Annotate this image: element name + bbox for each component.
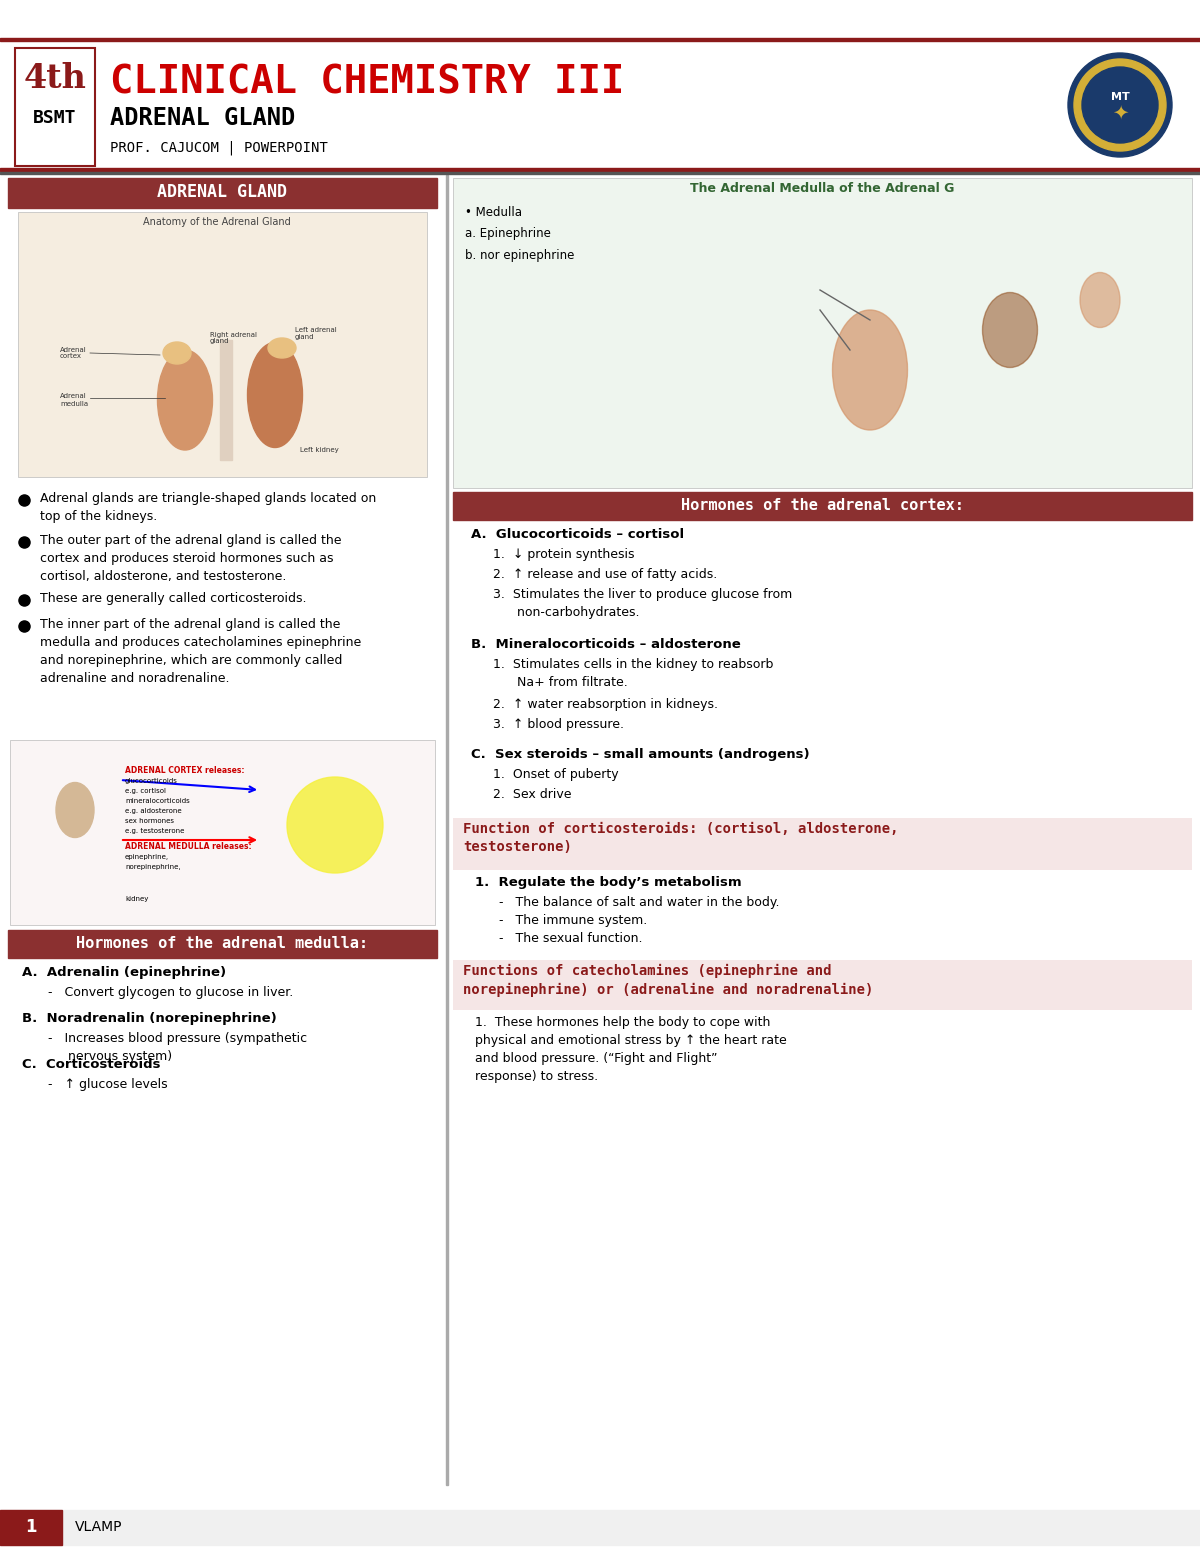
Text: glucocorticoids: glucocorticoids bbox=[125, 778, 178, 784]
Bar bbox=[454, 492, 1192, 520]
Bar bbox=[10, 739, 436, 926]
Text: Hormones of the adrenal medulla:: Hormones of the adrenal medulla: bbox=[76, 936, 368, 952]
Text: mineralocorticoids: mineralocorticoids bbox=[125, 798, 190, 804]
Text: -   The sexual function.: - The sexual function. bbox=[499, 932, 642, 944]
Bar bbox=[0, 37, 1200, 40]
Ellipse shape bbox=[268, 339, 296, 359]
Circle shape bbox=[287, 776, 383, 873]
Ellipse shape bbox=[983, 292, 1038, 368]
Bar bbox=[8, 179, 437, 208]
Text: BSMT: BSMT bbox=[34, 109, 77, 127]
Bar bbox=[0, 1510, 1200, 1545]
Text: 2.  Sex drive: 2. Sex drive bbox=[493, 787, 571, 801]
Bar bbox=[14, 48, 95, 166]
Text: ADRENAL MEDULLA releases:: ADRENAL MEDULLA releases: bbox=[125, 842, 252, 851]
Text: Adrenal glands are triangle-shaped glands located on
top of the kidneys.: Adrenal glands are triangle-shaped gland… bbox=[40, 492, 377, 523]
Text: Hormones of the adrenal cortex:: Hormones of the adrenal cortex: bbox=[680, 499, 964, 514]
Text: 1.  Onset of puberty: 1. Onset of puberty bbox=[493, 769, 619, 781]
Bar bbox=[454, 960, 1192, 1009]
Text: 3.  ↑ blood pressure.: 3. ↑ blood pressure. bbox=[493, 717, 624, 731]
Text: 1.  ↓ protein synthesis: 1. ↓ protein synthesis bbox=[493, 548, 635, 561]
Text: C.  Corticosteroids: C. Corticosteroids bbox=[22, 1058, 161, 1072]
Text: PROF. CAJUCOM | POWERPOINT: PROF. CAJUCOM | POWERPOINT bbox=[110, 141, 328, 155]
Text: e.g. cortisol: e.g. cortisol bbox=[125, 787, 166, 794]
Circle shape bbox=[1074, 59, 1166, 151]
Text: • Medulla: • Medulla bbox=[466, 205, 522, 219]
Text: 1.  These hormones help the body to cope with
physical and emotional stress by ↑: 1. These hormones help the body to cope … bbox=[475, 1016, 787, 1082]
Ellipse shape bbox=[247, 343, 302, 447]
Text: Function of corticosteroids: (cortisol, aldosterone,
testosterone): Function of corticosteroids: (cortisol, … bbox=[463, 822, 899, 854]
Circle shape bbox=[1068, 53, 1172, 157]
Ellipse shape bbox=[56, 783, 94, 837]
Text: A.  Adrenalin (epinephrine): A. Adrenalin (epinephrine) bbox=[22, 966, 226, 978]
Text: a. Epinephrine: a. Epinephrine bbox=[466, 227, 551, 241]
Text: e.g. testosterone: e.g. testosterone bbox=[125, 828, 185, 834]
Text: Adrenal
medulla: Adrenal medulla bbox=[60, 393, 88, 407]
Text: CLINICAL CHEMISTRY III: CLINICAL CHEMISTRY III bbox=[110, 64, 624, 101]
Text: -   Convert glycogen to glucose in liver.: - Convert glycogen to glucose in liver. bbox=[48, 986, 293, 999]
Text: -   The immune system.: - The immune system. bbox=[499, 915, 647, 927]
Bar bbox=[454, 818, 1192, 870]
Text: The outer part of the adrenal gland is called the
cortex and produces steroid ho: The outer part of the adrenal gland is c… bbox=[40, 534, 342, 582]
Text: VLAMP: VLAMP bbox=[74, 1520, 122, 1534]
Bar bbox=[446, 175, 448, 1485]
Bar bbox=[8, 930, 437, 958]
Bar bbox=[454, 179, 1192, 488]
Text: e.g. aldosterone: e.g. aldosterone bbox=[125, 808, 181, 814]
Text: A.  Glucocorticoids – cortisol: A. Glucocorticoids – cortisol bbox=[470, 528, 684, 540]
Text: Right adrenal
gland: Right adrenal gland bbox=[210, 331, 257, 345]
Text: norepinephrine,: norepinephrine, bbox=[125, 863, 181, 870]
Ellipse shape bbox=[833, 311, 907, 430]
Text: 2.  ↑ water reabsorption in kidneys.: 2. ↑ water reabsorption in kidneys. bbox=[493, 697, 718, 711]
Text: Adrenal
cortex: Adrenal cortex bbox=[60, 346, 86, 359]
Text: -   Increases blood pressure (sympathetic
     nervous system): - Increases blood pressure (sympathetic … bbox=[48, 1033, 307, 1062]
Text: 1.  Stimulates cells in the kidney to reabsorb
      Na+ from filtrate.: 1. Stimulates cells in the kidney to rea… bbox=[493, 658, 773, 690]
Text: 2.  ↑ release and use of fatty acids.: 2. ↑ release and use of fatty acids. bbox=[493, 568, 718, 581]
Text: MT: MT bbox=[1111, 92, 1129, 102]
Bar bbox=[18, 213, 427, 477]
Text: -   The balance of salt and water in the body.: - The balance of salt and water in the b… bbox=[499, 896, 780, 909]
Bar bbox=[220, 340, 232, 460]
Text: ADRENAL GLAND: ADRENAL GLAND bbox=[110, 106, 295, 130]
Text: 3.  Stimulates the liver to produce glucose from
      non-carbohydrates.: 3. Stimulates the liver to produce gluco… bbox=[493, 589, 792, 620]
Text: Left adrenal
gland: Left adrenal gland bbox=[295, 328, 337, 340]
Text: b. nor epinephrine: b. nor epinephrine bbox=[466, 250, 575, 262]
Text: sex hormones: sex hormones bbox=[125, 818, 174, 825]
Text: The inner part of the adrenal gland is called the
medulla and produces catechola: The inner part of the adrenal gland is c… bbox=[40, 618, 361, 685]
Text: ✦: ✦ bbox=[1112, 104, 1128, 123]
Ellipse shape bbox=[157, 349, 212, 450]
Text: B.  Mineralocorticoids – aldosterone: B. Mineralocorticoids – aldosterone bbox=[470, 638, 740, 651]
Text: -   ↑ glucose levels: - ↑ glucose levels bbox=[48, 1078, 168, 1092]
Text: ADRENAL GLAND: ADRENAL GLAND bbox=[157, 183, 287, 200]
Text: C.  Sex steroids – small amounts (androgens): C. Sex steroids – small amounts (androge… bbox=[470, 749, 810, 761]
Bar bbox=[0, 1510, 62, 1545]
Text: These are generally called corticosteroids.: These are generally called corticosteroi… bbox=[40, 592, 306, 606]
Bar bbox=[0, 172, 1200, 174]
Text: The Adrenal Medulla of the Adrenal G: The Adrenal Medulla of the Adrenal G bbox=[690, 182, 954, 194]
Text: 1.  Regulate the body’s metabolism: 1. Regulate the body’s metabolism bbox=[475, 876, 742, 888]
Text: ADRENAL CORTEX releases:: ADRENAL CORTEX releases: bbox=[125, 766, 245, 775]
Text: B.  Noradrenalin (norepinephrine): B. Noradrenalin (norepinephrine) bbox=[22, 1013, 277, 1025]
Text: kidney: kidney bbox=[125, 896, 149, 902]
Text: epinephrine,: epinephrine, bbox=[125, 854, 169, 860]
Ellipse shape bbox=[163, 342, 191, 363]
Text: Left kidney: Left kidney bbox=[300, 447, 338, 453]
Circle shape bbox=[1082, 67, 1158, 143]
Text: 1: 1 bbox=[25, 1517, 37, 1536]
Text: Anatomy of the Adrenal Gland: Anatomy of the Adrenal Gland bbox=[143, 217, 290, 227]
Ellipse shape bbox=[1080, 272, 1120, 328]
Bar bbox=[0, 168, 1200, 171]
Text: Functions of catecholamines (epinephrine and
norepinephrine) or (adrenaline and : Functions of catecholamines (epinephrine… bbox=[463, 964, 874, 997]
Text: 4th: 4th bbox=[24, 62, 86, 95]
